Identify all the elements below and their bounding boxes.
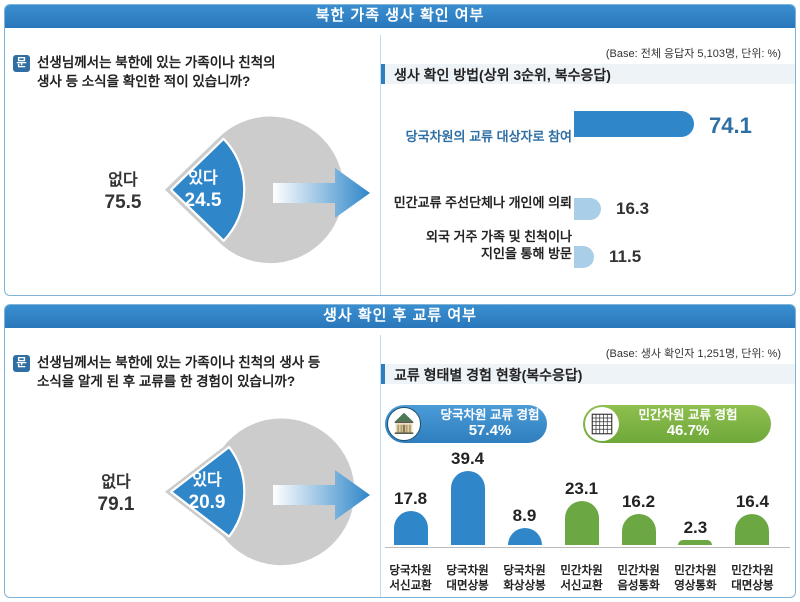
svg-text:79.1: 79.1 (98, 494, 135, 515)
svg-text:없다: 없다 (108, 171, 138, 189)
svg-text:24.5: 24.5 (185, 190, 222, 211)
svg-text:있다: 있다 (192, 470, 222, 489)
svg-text:75.5: 75.5 (105, 192, 142, 213)
svg-text:20.9: 20.9 (189, 492, 226, 513)
svg-text:있다: 있다 (188, 168, 218, 187)
svg-text:없다: 없다 (101, 473, 131, 491)
